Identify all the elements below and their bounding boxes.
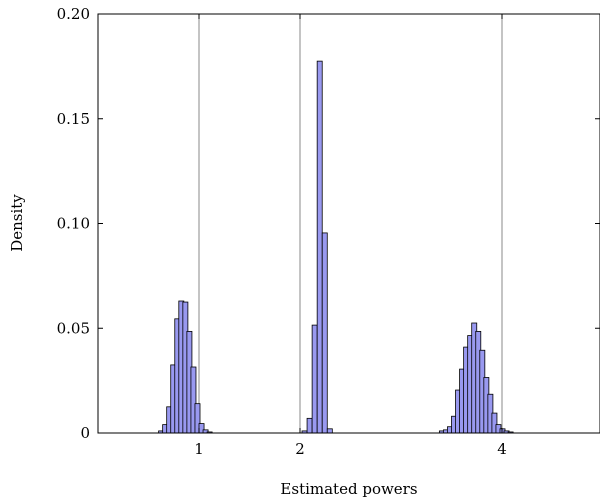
x-tick-label: 2 [295,440,305,458]
x-tick-label: 1 [194,440,204,458]
y-axis-title: Density [8,194,26,252]
reference-lines [198,14,503,433]
histogram-bar [326,428,333,434]
y-tick-label: 0 [80,424,90,442]
histogram-bar [311,324,318,434]
histogram-bar [306,417,313,434]
x-tick-label: 4 [497,440,507,458]
y-tick-label: 0.10 [57,215,90,233]
histogram-bar [321,232,328,434]
histogram-bar [316,60,323,434]
y-tick-label: 0.20 [57,5,90,23]
x-axis-ticks: 1 2 4 [194,14,507,458]
y-tick-label: 0.15 [57,110,90,128]
y-tick-label: 0.05 [57,319,90,337]
y-axis-ticks: 0 0.05 0.10 0.15 0.20 [57,5,600,442]
x-axis-title: Estimated powers [280,480,417,498]
histogram-bars [158,60,514,434]
